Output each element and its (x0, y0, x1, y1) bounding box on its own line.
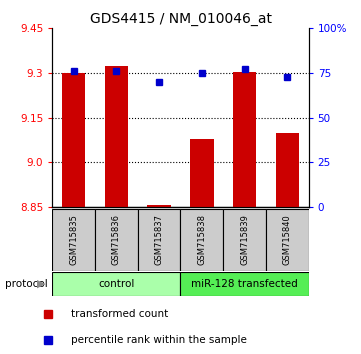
Bar (275, 133, 299, 207)
Text: GSM715840: GSM715840 (283, 215, 292, 265)
Bar (105, 65, 128, 207)
Text: ▶: ▶ (37, 279, 46, 289)
Text: GSM715836: GSM715836 (112, 214, 121, 266)
Bar (52, 209, 95, 271)
Text: protocol: protocol (5, 279, 48, 289)
Bar (138, 209, 180, 271)
Bar (147, 205, 171, 207)
Text: GDS4415 / NM_010046_at: GDS4415 / NM_010046_at (90, 12, 271, 27)
Bar (180, 272, 309, 296)
Bar (266, 209, 309, 271)
Bar (95, 209, 138, 271)
Bar (52, 272, 180, 296)
Text: GSM715839: GSM715839 (240, 215, 249, 265)
Bar (233, 72, 256, 207)
Text: transformed count: transformed count (71, 309, 168, 320)
Text: control: control (98, 279, 135, 289)
Text: percentile rank within the sample: percentile rank within the sample (71, 335, 247, 345)
Text: GSM715835: GSM715835 (69, 215, 78, 265)
Bar (223, 209, 266, 271)
Bar (190, 138, 214, 207)
Text: GSM715837: GSM715837 (155, 214, 164, 266)
Text: GSM715838: GSM715838 (197, 214, 206, 266)
Text: miR-128 transfected: miR-128 transfected (191, 279, 298, 289)
Bar (62, 73, 86, 207)
Bar (180, 209, 223, 271)
